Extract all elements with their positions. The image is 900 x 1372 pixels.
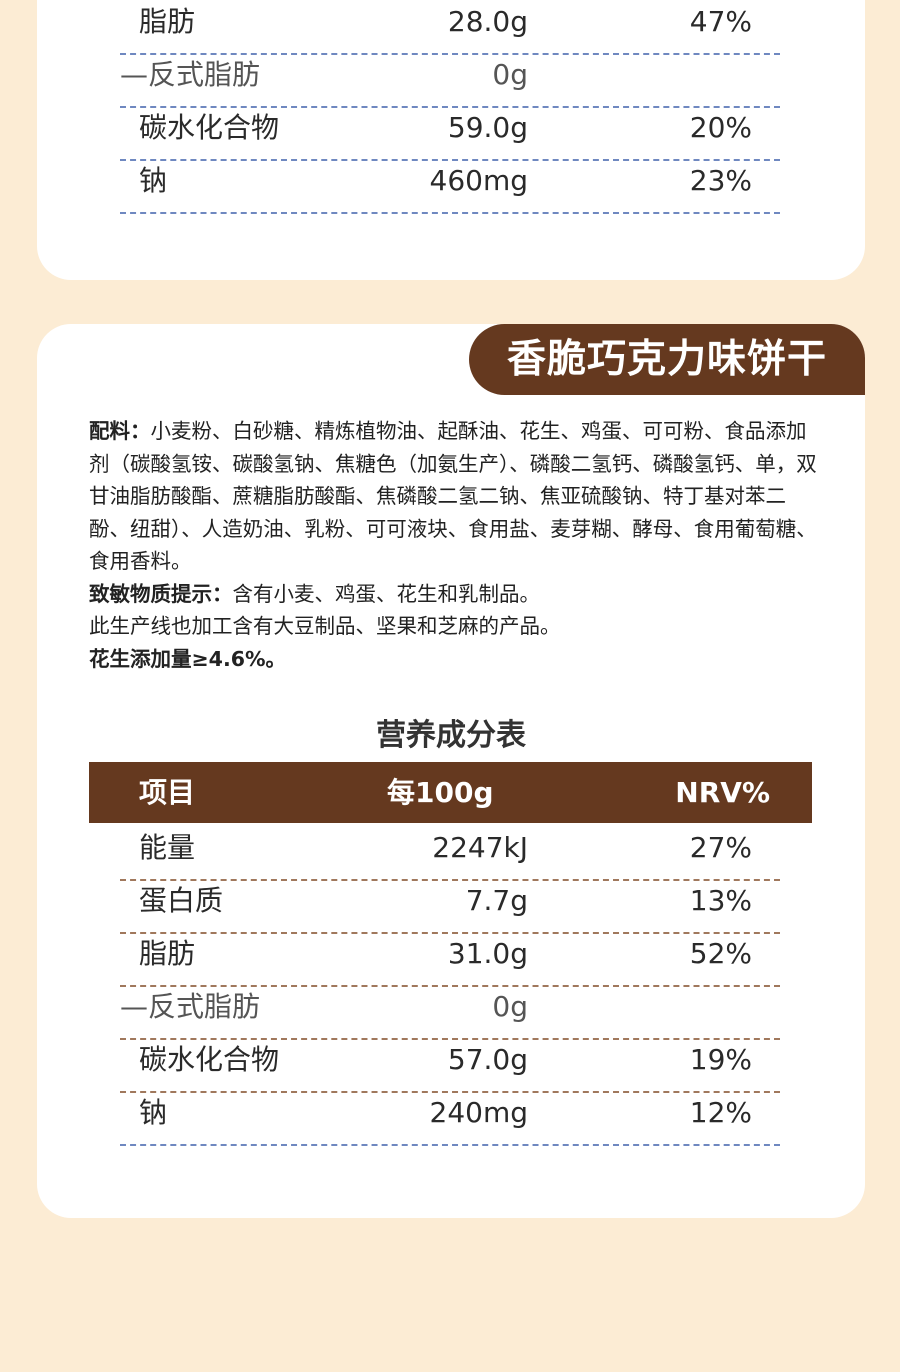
row-name: 碳水化合物 (139, 111, 280, 144)
row-nrv: 13% (689, 884, 752, 917)
table-row: 能量 2247kJ 27% (120, 826, 780, 881)
table-row: —反式脂肪 0g (120, 985, 780, 1040)
row-value: 2247kJ (432, 831, 528, 864)
row-name: 钠 (139, 164, 168, 197)
row-value: 0g (492, 990, 528, 1023)
row-value: 0g (492, 58, 528, 91)
row-nrv: 19% (689, 1043, 752, 1076)
row-value: 31.0g (447, 937, 528, 970)
row-nrv: 27% (689, 831, 752, 864)
row-nrv: 47% (689, 5, 752, 38)
product-title: 香脆巧克力味饼干 (469, 324, 865, 395)
table-row: 碳水化合物 59.0g 20% (120, 106, 780, 161)
ingredients-paragraph: 配料：小麦粉、白砂糖、精炼植物油、起酥油、花生、鸡蛋、可可粉、食品添加剂（碳酸氢… (89, 415, 819, 578)
row-name: 蛋白质 (139, 884, 224, 917)
allergen-text: 含有小麦、鸡蛋、花生和乳制品。 (232, 581, 541, 606)
row-nrv: 12% (689, 1096, 752, 1129)
nutrition-table-header: 项目 每100g NRV% (89, 762, 812, 823)
row-name: 脂肪 (139, 5, 196, 38)
table-row: 脂肪 28.0g 47% (120, 0, 780, 55)
row-name: 能量 (139, 831, 196, 864)
row-nrv: 52% (689, 937, 752, 970)
ingredients-section: 配料：小麦粉、白砂糖、精炼植物油、起酥油、花生、鸡蛋、可可粉、食品添加剂（碳酸氢… (89, 415, 819, 675)
ingredients-label: 配料： (89, 419, 151, 443)
row-value: 7.7g (465, 884, 528, 917)
table-row: 钠 240mg 12% (120, 1091, 780, 1146)
row-value: 460mg (429, 164, 529, 197)
row-value: 57.0g (447, 1043, 528, 1076)
header-nrv: NRV% (675, 776, 770, 809)
header-item: 项目 (139, 776, 196, 809)
row-value: 240mg (429, 1096, 529, 1129)
nutrition-card-previous: 脂肪 28.0g 47% —反式脂肪 0g 碳水化合物 59.0g 20% 钠 … (37, 0, 865, 280)
ingredients-text: 小麦粉、白砂糖、精炼植物油、起酥油、花生、鸡蛋、可可粉、食品添加剂（碳酸氢铵、碳… (89, 419, 817, 573)
row-name: —反式脂肪 (120, 990, 261, 1023)
row-name: 钠 (139, 1096, 168, 1129)
product-card: 香脆巧克力味饼干 配料：小麦粉、白砂糖、精炼植物油、起酥油、花生、鸡蛋、可可粉、… (37, 324, 865, 1218)
row-nrv: 20% (689, 111, 752, 144)
table-row: 碳水化合物 57.0g 19% (120, 1038, 780, 1093)
row-name: 脂肪 (139, 937, 196, 970)
row-value: 59.0g (447, 111, 528, 144)
row-name: 碳水化合物 (139, 1043, 280, 1076)
allergen-paragraph: 致敏物质提示：含有小麦、鸡蛋、花生和乳制品。 (89, 578, 819, 611)
table-row: —反式脂肪 0g (120, 53, 780, 108)
table-row: 脂肪 31.0g 52% (120, 932, 780, 987)
production-note: 此生产线也加工含有大豆制品、坚果和芝麻的产品。 (89, 614, 561, 638)
allergen-label: 致敏物质提示： (89, 581, 233, 606)
nutrition-title: 营养成分表 (376, 718, 526, 753)
row-value: 28.0g (447, 5, 528, 38)
peanut-note: 花生添加量≥4.6%。 (89, 646, 287, 671)
row-nrv: 23% (689, 164, 752, 197)
header-per-100g: 每100g (387, 776, 494, 809)
row-name: —反式脂肪 (120, 58, 261, 91)
table-row: 钠 460mg 23% (120, 159, 780, 214)
table-row: 蛋白质 7.7g 13% (120, 879, 780, 934)
